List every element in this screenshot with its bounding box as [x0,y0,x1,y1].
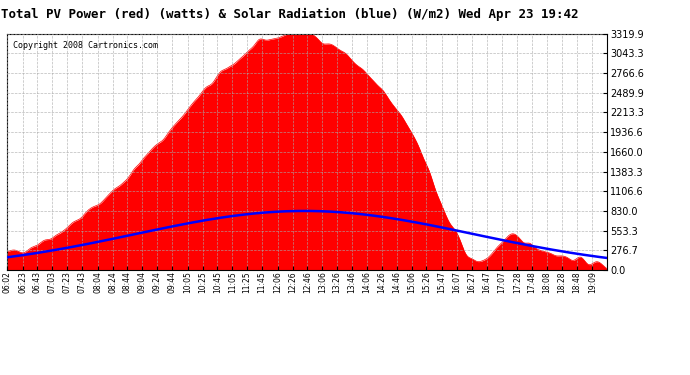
Text: Copyright 2008 Cartronics.com: Copyright 2008 Cartronics.com [13,41,158,50]
Text: Total PV Power (red) (watts) & Solar Radiation (blue) (W/m2) Wed Apr 23 19:42: Total PV Power (red) (watts) & Solar Rad… [1,8,578,21]
